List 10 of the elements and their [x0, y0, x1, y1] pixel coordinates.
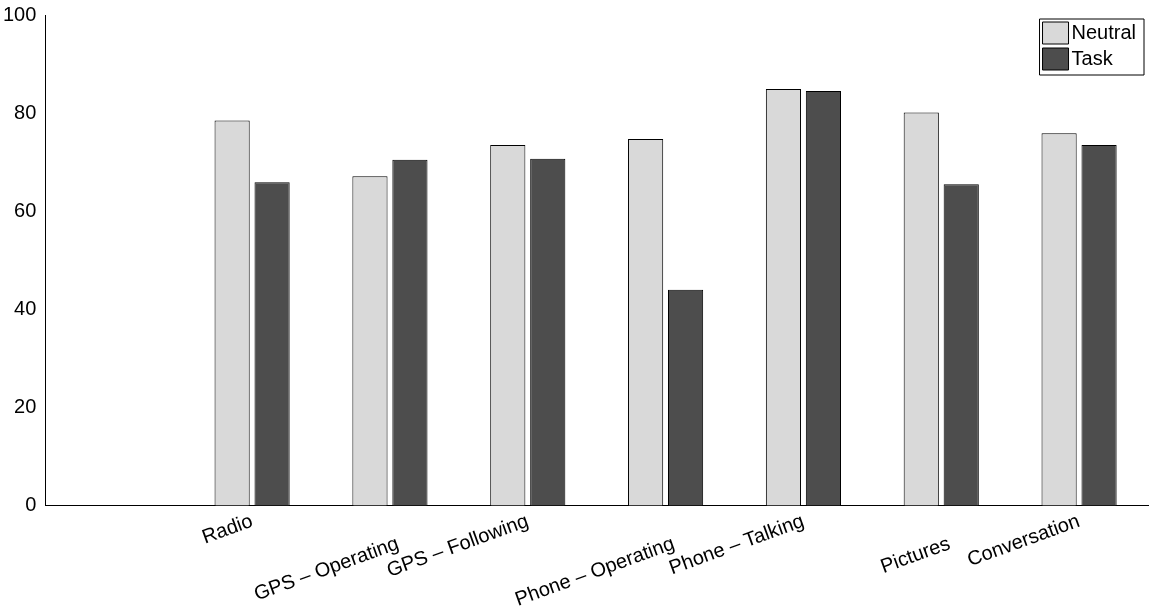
legend-label: Task [1071, 46, 1114, 69]
y-tick-label: 0 [25, 492, 37, 515]
y-tick-label: 60 [14, 198, 37, 221]
legend-label: Neutral [1071, 20, 1137, 43]
y-tick-label: 80 [14, 100, 37, 123]
x-tick-label: Radio [198, 509, 256, 548]
x-tick-label: Pictures [877, 531, 953, 577]
y-tick-label: 100 [2, 2, 37, 25]
y-tick-label: 20 [14, 394, 37, 417]
y-tick-label: 40 [14, 296, 37, 319]
